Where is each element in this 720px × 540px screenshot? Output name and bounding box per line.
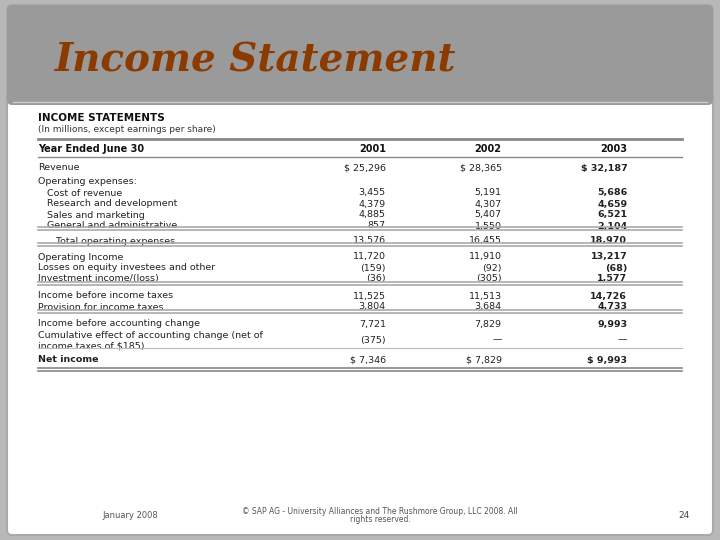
Text: 13,576: 13,576 bbox=[353, 237, 386, 246]
Text: Sales and marketing: Sales and marketing bbox=[38, 211, 145, 219]
Text: 5,191: 5,191 bbox=[474, 188, 502, 198]
Text: 5,686: 5,686 bbox=[597, 188, 627, 198]
Text: Cumulative effect of accounting change (net of: Cumulative effect of accounting change (… bbox=[38, 330, 263, 340]
Text: 9,993: 9,993 bbox=[597, 320, 627, 328]
Text: 4,307: 4,307 bbox=[474, 199, 502, 208]
Bar bbox=[12, 55, 708, 100]
Text: $ 7,829: $ 7,829 bbox=[466, 355, 502, 364]
Text: (36): (36) bbox=[366, 274, 386, 284]
Text: Net income: Net income bbox=[38, 355, 99, 364]
Text: 5,407: 5,407 bbox=[474, 211, 502, 219]
Text: Cost of revenue: Cost of revenue bbox=[38, 188, 122, 198]
Text: Year Ended June 30: Year Ended June 30 bbox=[38, 144, 144, 154]
Text: 2003: 2003 bbox=[600, 144, 627, 154]
Text: Research and development: Research and development bbox=[38, 199, 177, 208]
Text: 7,829: 7,829 bbox=[474, 320, 502, 328]
Text: 857: 857 bbox=[368, 221, 386, 231]
Text: 18,970: 18,970 bbox=[590, 237, 627, 246]
Text: (92): (92) bbox=[482, 264, 502, 273]
Text: Income Statement: Income Statement bbox=[55, 42, 456, 80]
Text: 4,885: 4,885 bbox=[359, 211, 386, 219]
Text: © SAP AG - University Alliances and The Rushmore Group, LLC 2008. All: © SAP AG - University Alliances and The … bbox=[242, 507, 518, 516]
Text: $ 32,187: $ 32,187 bbox=[580, 164, 627, 172]
Text: 24: 24 bbox=[679, 511, 690, 521]
Text: —: — bbox=[492, 335, 502, 345]
FancyBboxPatch shape bbox=[7, 5, 713, 535]
Text: $ 7,346: $ 7,346 bbox=[350, 355, 386, 364]
Text: 2001: 2001 bbox=[359, 144, 386, 154]
Text: 13,217: 13,217 bbox=[590, 253, 627, 261]
Text: 14,726: 14,726 bbox=[590, 292, 627, 300]
Text: 1,550: 1,550 bbox=[474, 221, 502, 231]
Text: (375): (375) bbox=[360, 335, 386, 345]
Text: (159): (159) bbox=[360, 264, 386, 273]
Text: income taxes of $185): income taxes of $185) bbox=[38, 341, 145, 350]
Text: $ 28,365: $ 28,365 bbox=[459, 164, 502, 172]
Text: Revenue: Revenue bbox=[38, 164, 79, 172]
Text: 3,684: 3,684 bbox=[474, 302, 502, 312]
Text: Operating Income: Operating Income bbox=[38, 253, 123, 261]
Text: 4,379: 4,379 bbox=[359, 199, 386, 208]
Text: (305): (305) bbox=[476, 274, 502, 284]
Text: 11,910: 11,910 bbox=[469, 253, 502, 261]
Text: Total operating expenses: Total operating expenses bbox=[38, 237, 175, 246]
Text: Operating expenses:: Operating expenses: bbox=[38, 178, 137, 186]
Text: Investment income/(loss): Investment income/(loss) bbox=[38, 274, 158, 284]
Text: General and administrative: General and administrative bbox=[38, 221, 177, 231]
Text: Income before accounting change: Income before accounting change bbox=[38, 320, 200, 328]
Text: 3,804: 3,804 bbox=[359, 302, 386, 312]
Text: 7,721: 7,721 bbox=[359, 320, 386, 328]
Text: $ 25,296: $ 25,296 bbox=[343, 164, 386, 172]
Text: 1,577: 1,577 bbox=[597, 274, 627, 284]
Text: (In millions, except earnings per share): (In millions, except earnings per share) bbox=[38, 125, 216, 134]
Text: January 2008: January 2008 bbox=[102, 511, 158, 521]
Text: 11,720: 11,720 bbox=[353, 253, 386, 261]
Text: Provision for income taxes: Provision for income taxes bbox=[38, 302, 163, 312]
Text: Losses on equity investees and other: Losses on equity investees and other bbox=[38, 264, 215, 273]
Text: 11,513: 11,513 bbox=[469, 292, 502, 300]
FancyBboxPatch shape bbox=[7, 5, 713, 105]
Text: 6,521: 6,521 bbox=[597, 211, 627, 219]
Text: 11,525: 11,525 bbox=[353, 292, 386, 300]
Text: Income before income taxes: Income before income taxes bbox=[38, 292, 173, 300]
Text: INCOME STATEMENTS: INCOME STATEMENTS bbox=[38, 113, 165, 123]
Text: 4,659: 4,659 bbox=[597, 199, 627, 208]
Text: 2002: 2002 bbox=[474, 144, 502, 154]
Text: —: — bbox=[618, 335, 627, 345]
Text: (68): (68) bbox=[605, 264, 627, 273]
Text: 3,455: 3,455 bbox=[359, 188, 386, 198]
Text: $ 9,993: $ 9,993 bbox=[588, 355, 627, 364]
Text: rights reserved.: rights reserved. bbox=[350, 516, 410, 524]
Text: 16,455: 16,455 bbox=[469, 237, 502, 246]
Text: 2,104: 2,104 bbox=[597, 221, 627, 231]
Text: 4,733: 4,733 bbox=[598, 302, 627, 312]
